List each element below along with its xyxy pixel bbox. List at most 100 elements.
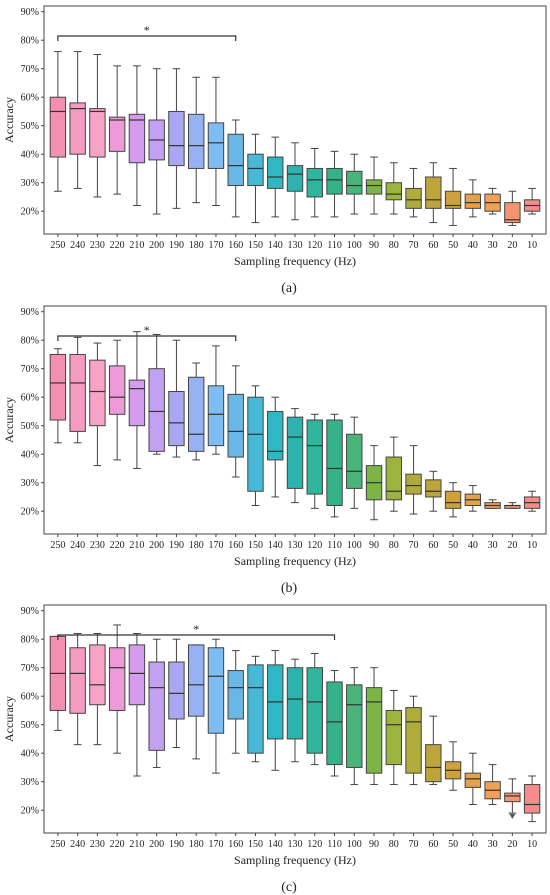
panel-c: 20% 30% 40% 50% 60% 70% 80% 90% Accuracy 250 240 23…	[2, 604, 547, 895]
panel-caption: (a)	[281, 281, 297, 296]
x-tick-label: 180	[189, 240, 204, 251]
box-body	[504, 202, 521, 224]
box-160	[227, 119, 244, 218]
box-body	[286, 416, 304, 489]
significance-marker: *	[144, 23, 150, 37]
box-body	[267, 156, 284, 189]
x-tick-label: 80	[389, 240, 399, 251]
significance-bracket	[57, 335, 237, 341]
x-tick-label: 90	[369, 540, 379, 551]
x-tick-label: 100	[347, 540, 362, 551]
box-body	[168, 391, 185, 447]
y-tick-label: 70%	[21, 364, 39, 375]
x-tick-label: 40	[468, 240, 478, 251]
box-body	[425, 744, 442, 783]
box-180	[187, 644, 205, 760]
box-90	[365, 156, 383, 215]
y-tick-label: 20%	[21, 207, 39, 218]
significance-marker: *	[144, 323, 150, 337]
x-tick-label: 250	[50, 240, 65, 251]
x-tick-label: 230	[90, 240, 105, 251]
x-tick-label: 220	[110, 240, 125, 251]
box-body	[405, 187, 422, 209]
box-20	[504, 190, 521, 226]
y-tick-label: 50%	[21, 421, 39, 432]
box-10	[523, 490, 541, 512]
x-tick-label: 210	[129, 240, 144, 251]
x-tick-label: 230	[90, 540, 105, 551]
box-160	[227, 365, 244, 478]
y-tick-label: 70%	[21, 64, 39, 75]
box-body	[385, 456, 403, 501]
x-tick-label: 150	[248, 839, 263, 850]
x-tick-label: 170	[208, 839, 223, 850]
x-tick-label: 130	[288, 240, 303, 251]
box-200	[148, 68, 165, 215]
box-120	[306, 652, 323, 766]
box-160	[227, 650, 244, 754]
box-80	[385, 162, 403, 215]
box-50	[444, 741, 462, 791]
box-body	[207, 122, 225, 169]
box-30	[484, 187, 501, 215]
box-body	[187, 376, 205, 452]
x-tick-label: 150	[248, 240, 263, 251]
box-body	[49, 96, 67, 158]
box-180	[187, 362, 205, 461]
box-60	[425, 470, 442, 512]
panel-b: 20% 30% 40% 50% 60% 70% 80% 90% Accuracy 250 240 23…	[2, 305, 547, 596]
x-tick-label: 170	[208, 540, 223, 551]
box-body	[247, 664, 264, 754]
x-tick-label: 50	[448, 240, 458, 251]
box-190	[168, 339, 185, 458]
y-tick-label: 80%	[21, 635, 39, 646]
x-tick-label: 120	[307, 839, 322, 850]
panel-caption: (b)	[281, 581, 298, 596]
y-tick-label: 90%	[21, 7, 39, 18]
box-80	[385, 690, 403, 786]
box-body	[444, 190, 462, 209]
box-body	[306, 167, 323, 198]
box-20	[504, 502, 521, 509]
box-190	[168, 68, 185, 209]
box-40	[464, 179, 482, 218]
box-body	[346, 684, 363, 768]
box-100	[346, 667, 363, 786]
significance-bracket	[57, 634, 336, 640]
x-tick-label: 110	[327, 839, 342, 850]
box-body	[108, 647, 126, 711]
box-body	[365, 687, 383, 774]
x-tick-label: 100	[347, 839, 362, 850]
y-tick-label: 90%	[21, 606, 39, 617]
box-50	[444, 167, 462, 226]
box-body	[227, 393, 244, 458]
box-200	[148, 334, 165, 455]
box-130	[286, 408, 304, 504]
x-tick-label: 210	[129, 839, 144, 850]
x-tick-label: 190	[169, 240, 184, 251]
box-body	[227, 133, 244, 187]
box-210	[128, 331, 146, 469]
y-tick-label: 60%	[21, 93, 39, 104]
box-220	[108, 339, 126, 461]
x-tick-label: 160	[228, 540, 243, 551]
y-tick-label: 30%	[21, 178, 39, 189]
x-tick-label: 90	[369, 240, 379, 251]
y-tick-label: 70%	[21, 663, 39, 674]
x-tick-label: 240	[70, 839, 85, 850]
x-tick-label: 150	[248, 540, 263, 551]
box-body	[247, 396, 264, 492]
x-tick-label: 70	[409, 839, 419, 850]
x-tick-label: 70	[409, 240, 419, 251]
x-tick-label: 180	[189, 839, 204, 850]
x-tick-label: 20	[507, 839, 517, 850]
box-240	[69, 51, 86, 189]
box-100	[346, 153, 363, 215]
box-240	[69, 633, 86, 746]
box-body	[326, 167, 343, 195]
x-tick-label: 160	[228, 839, 243, 850]
box-110	[326, 150, 343, 218]
box-body	[207, 385, 225, 447]
